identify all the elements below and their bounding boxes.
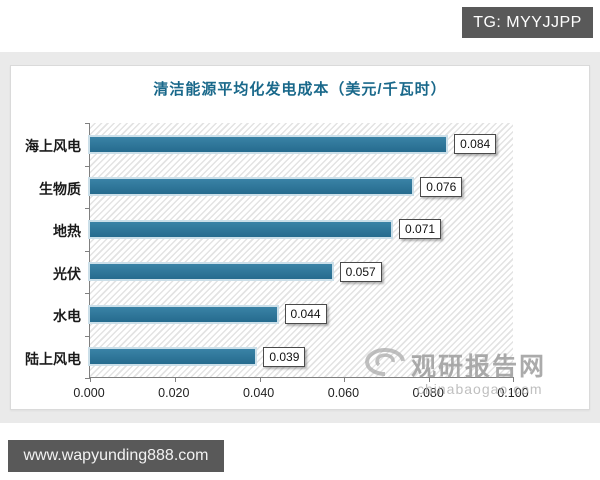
- y-axis-tick: [85, 208, 90, 209]
- footer-url-badge: www.wapyunding888.com: [8, 440, 224, 472]
- bar-2: [90, 221, 392, 237]
- y-axis-tick: [85, 335, 90, 337]
- x-tick-label-2: 0.040: [242, 386, 275, 400]
- category-label-1: 生物质: [39, 180, 81, 197]
- bar-0: [90, 136, 447, 152]
- chart-title: 清洁能源平均化发电成本（美元/千瓦时）: [153, 81, 447, 98]
- tg-contact-text: TG: MYYJJPP: [473, 13, 582, 31]
- y-axis-category-labels: 海上风电生物质地热光伏水电陆上风电: [11, 123, 83, 378]
- category-label-2: 地热: [53, 223, 81, 240]
- y-axis-tick: [85, 293, 90, 294]
- value-label-3: 0.057: [339, 261, 382, 282]
- x-axis-labels: 0.000 0.020 0.040 0.060 0.080 0.100: [73, 386, 528, 402]
- plot-area: 0.084 0.076 0.071 0.057 0.044 0.039: [85, 123, 514, 382]
- category-label-3: 光伏: [53, 265, 81, 282]
- x-axis-tick: [513, 377, 514, 382]
- x-axis-tick: [429, 377, 431, 382]
- bar-4: [90, 306, 277, 322]
- category-label-0: 海上风电: [25, 138, 81, 155]
- x-axis-tick: [90, 377, 91, 382]
- x-axis-tick: [259, 377, 261, 382]
- x-tick-label-4: 0.080: [412, 386, 444, 400]
- bar-5: [90, 349, 256, 365]
- footer-url-text: www.wapyunding888.com: [23, 447, 209, 464]
- y-axis-tick: [85, 123, 90, 124]
- y-axis-tick: [85, 250, 90, 252]
- chart-card: 清洁能源平均化发电成本（美元/千瓦时） 海上风电生物质地热光伏水电陆上风电 0.…: [10, 65, 590, 410]
- x-tick-label-5: 0.100: [497, 386, 529, 400]
- x-tick-label-1: 0.020: [158, 386, 190, 400]
- value-label-2: 0.071: [399, 219, 442, 240]
- y-axis-tick: [85, 378, 90, 379]
- x-tick-label-3: 0.060: [327, 386, 360, 400]
- category-label-4: 水电: [53, 308, 81, 325]
- value-label-5: 0.039: [263, 346, 306, 367]
- y-axis-tick: [85, 165, 90, 167]
- value-label-1: 0.076: [420, 176, 463, 197]
- tg-contact-badge: TG: MYYJJPP: [462, 7, 593, 38]
- value-label-0: 0.084: [454, 134, 497, 155]
- x-axis-tick: [344, 377, 346, 382]
- x-axis-tick: [174, 377, 176, 382]
- category-label-5: 陆上风电: [25, 350, 81, 367]
- bar-3: [90, 264, 332, 280]
- bar-1: [90, 179, 413, 195]
- x-tick-label-0: 0.000: [73, 386, 105, 400]
- value-label-4: 0.044: [284, 304, 327, 325]
